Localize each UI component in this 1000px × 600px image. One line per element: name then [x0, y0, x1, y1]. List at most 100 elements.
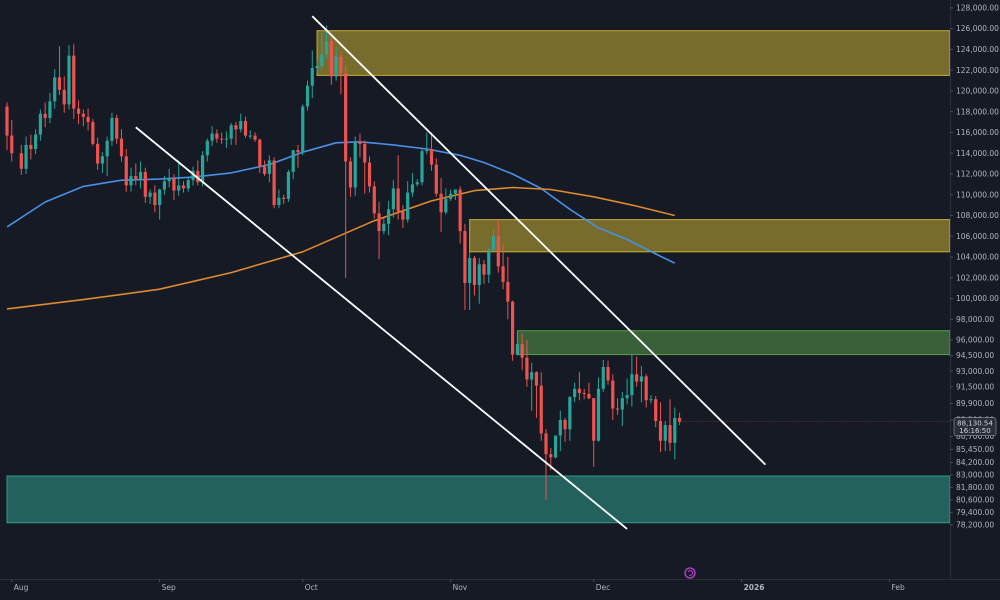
candle-body — [387, 209, 391, 224]
candle-body — [453, 189, 457, 194]
price-tick-label: 86,700.00 — [956, 432, 994, 441]
candle-body — [487, 249, 491, 275]
candle-body — [19, 153, 23, 169]
resistance-zone-1 — [469, 219, 951, 253]
candle-body — [649, 399, 653, 401]
candle-2025-08-15 — [76, 100, 81, 125]
candle-body — [344, 73, 348, 162]
candle-2025-08-03 — [19, 144, 23, 175]
candle-2025-09-13 — [215, 129, 219, 143]
price-tick-label: 126,000.00 — [956, 24, 999, 33]
candle-body — [172, 178, 176, 191]
candle-body — [353, 141, 357, 188]
time-tick-label: Dec — [596, 583, 611, 592]
candle-2025-12-17 — [668, 399, 672, 452]
candle-2025-10-04 — [315, 60, 319, 74]
candle-body — [239, 121, 243, 130]
candle-body — [472, 258, 477, 286]
candle-2025-09-10 — [200, 151, 205, 187]
candle-2025-12-15 — [658, 402, 663, 453]
candle-body — [549, 454, 553, 458]
candle-2025-12-03 — [601, 359, 605, 392]
candle-2025-11-15 — [515, 331, 519, 356]
candle-2025-10-18 — [382, 217, 386, 235]
price-tick-label: 79,400.00 — [956, 508, 994, 517]
event-marker-icon[interactable] — [684, 567, 696, 579]
candle-2025-09-18 — [239, 113, 243, 133]
candle-2025-10-25 — [415, 179, 419, 187]
candle-2025-09-24 — [267, 155, 271, 183]
candle-body — [587, 394, 591, 399]
time-tick-label: Aug — [14, 583, 29, 592]
candle-2025-11-13 — [506, 257, 510, 320]
candle-2025-09-16 — [229, 123, 233, 145]
candle-2025-09-25 — [272, 157, 276, 209]
candle-body — [143, 171, 147, 197]
countdown-label: 16:16:50 — [959, 427, 990, 435]
price-tick-label: 81,800.00 — [956, 483, 994, 492]
candle-2025-11-18 — [530, 362, 534, 411]
price-tick-label: 93,000.00 — [956, 367, 994, 376]
candle-2025-09-04 — [172, 173, 176, 200]
candle-body — [296, 150, 300, 153]
candle-body — [148, 192, 152, 197]
candle-body — [67, 55, 71, 105]
candle-body — [573, 388, 577, 398]
candle-2025-11-07 — [477, 258, 481, 304]
candle-body — [425, 149, 429, 152]
candle-body — [596, 388, 601, 441]
candle-body — [243, 121, 248, 136]
candle-2025-10-09 — [339, 51, 343, 95]
candles-layer — [5, 25, 950, 500]
candle-2025-09-05 — [177, 160, 181, 196]
candle-body — [577, 388, 581, 393]
price-tick-label: 100,000.00 — [956, 294, 999, 303]
candle-body — [291, 150, 295, 172]
candle-2025-09-28 — [286, 169, 291, 202]
candle-body — [282, 197, 286, 199]
candle-body — [324, 41, 329, 55]
price-tick-label: 122,000.00 — [956, 66, 999, 75]
candle-2025-09-17 — [234, 122, 238, 145]
candle-2025-08-28 — [138, 161, 143, 189]
candle-2025-12-05 — [611, 374, 615, 420]
candle-body — [520, 344, 524, 358]
candle-body — [81, 113, 85, 117]
candle-body — [377, 213, 381, 232]
candle-body — [100, 156, 104, 164]
candle-2025-11-29 — [582, 388, 586, 400]
candle-2025-11-21 — [544, 429, 548, 500]
candle-2025-08-22 — [110, 112, 114, 146]
candle-2025-10-05 — [320, 32, 324, 71]
candle-2025-10-28 — [429, 132, 434, 171]
candle-2025-10-14 — [363, 140, 367, 194]
candle-body — [5, 106, 9, 136]
candle-body — [363, 143, 367, 163]
candle-2025-08-29 — [143, 167, 147, 204]
last-price-label: 88,130.54 — [957, 420, 993, 428]
candle-body — [668, 425, 672, 443]
candle-2025-08-18 — [91, 118, 95, 146]
time-axis[interactable]: Aug Sep Oct Nov Dec 2026 Feb — [11, 579, 905, 592]
candle-2025-09-01 — [158, 188, 162, 220]
candle-2025-11-08 — [482, 260, 486, 284]
candle-body — [654, 399, 658, 422]
candle-2025-11-17 — [525, 340, 529, 387]
candle-2025-11-20 — [539, 372, 543, 441]
candle-2025-08-08 — [43, 102, 47, 128]
candle-2025-12-14 — [654, 396, 658, 428]
candle-2025-12-19 — [677, 412, 682, 426]
candle-2025-08-06 — [34, 129, 38, 155]
candle-2025-11-01 — [449, 189, 453, 201]
candle-2025-08-17 — [86, 108, 90, 131]
price-tick-label: 106,000.00 — [956, 232, 999, 241]
candle-2025-08-07 — [38, 109, 42, 141]
candle-body — [248, 135, 252, 137]
candle-body — [167, 178, 171, 182]
candle-body — [196, 170, 200, 183]
candle-body — [115, 117, 119, 139]
price-tick-label: 124,000.00 — [956, 45, 999, 54]
candle-body — [615, 408, 620, 410]
zones-layer — [6, 30, 951, 524]
